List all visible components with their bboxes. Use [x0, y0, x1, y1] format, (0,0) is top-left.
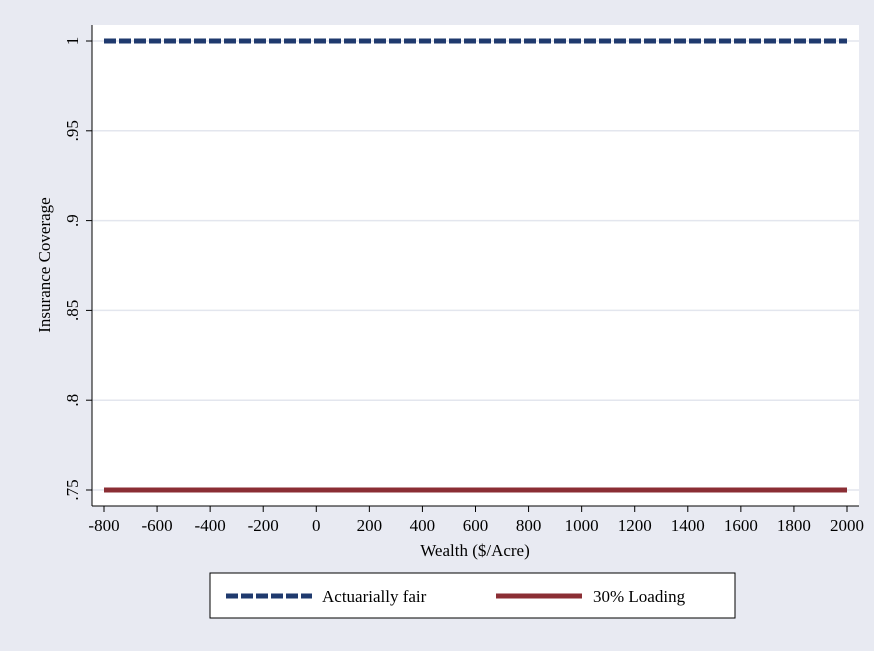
x-tick-label-1200: 1200 — [618, 516, 652, 535]
x-tick-label-0: 0 — [312, 516, 321, 535]
x-tick-label-600: 600 — [463, 516, 489, 535]
x-tick-label--600: -600 — [141, 516, 172, 535]
plot-area — [92, 25, 859, 506]
legend-label-actuarially-fair: Actuarially fair — [322, 587, 427, 606]
x-ticks: -800 -600 -400 -200 0 200 400 600 800 1000 1200 140… — [88, 506, 864, 535]
y-tick-label-p9: .9 — [63, 214, 82, 227]
x-tick-label-2000: 2000 — [830, 516, 864, 535]
y-tick-label-p8: .8 — [63, 394, 82, 407]
x-tick-label-1600: 1600 — [724, 516, 758, 535]
x-tick-label--200: -200 — [248, 516, 279, 535]
x-tick-label-800: 800 — [516, 516, 542, 535]
y-tick-label-p75: .75 — [63, 479, 82, 500]
x-tick-label-1000: 1000 — [565, 516, 599, 535]
x-tick-label--800: -800 — [88, 516, 119, 535]
y-tick-label-p85: .85 — [63, 300, 82, 321]
x-tick-label-200: 200 — [357, 516, 383, 535]
x-tick-label-1400: 1400 — [671, 516, 705, 535]
x-tick-label-1800: 1800 — [777, 516, 811, 535]
legend-label-30-loading: 30% Loading — [593, 587, 686, 606]
x-axis-label: Wealth ($/Acre) — [420, 541, 530, 560]
legend: Actuarially fair 30% Loading — [210, 573, 735, 618]
y-tick-label-p95: .95 — [63, 120, 82, 141]
y-axis-label: Insurance Coverage — [35, 197, 54, 332]
x-tick-label--400: -400 — [195, 516, 226, 535]
x-tick-label-400: 400 — [410, 516, 436, 535]
y-tick-label-1: 1 — [63, 37, 82, 46]
y-ticks: .75 .8 .85 .9 .95 1 — [63, 37, 92, 501]
